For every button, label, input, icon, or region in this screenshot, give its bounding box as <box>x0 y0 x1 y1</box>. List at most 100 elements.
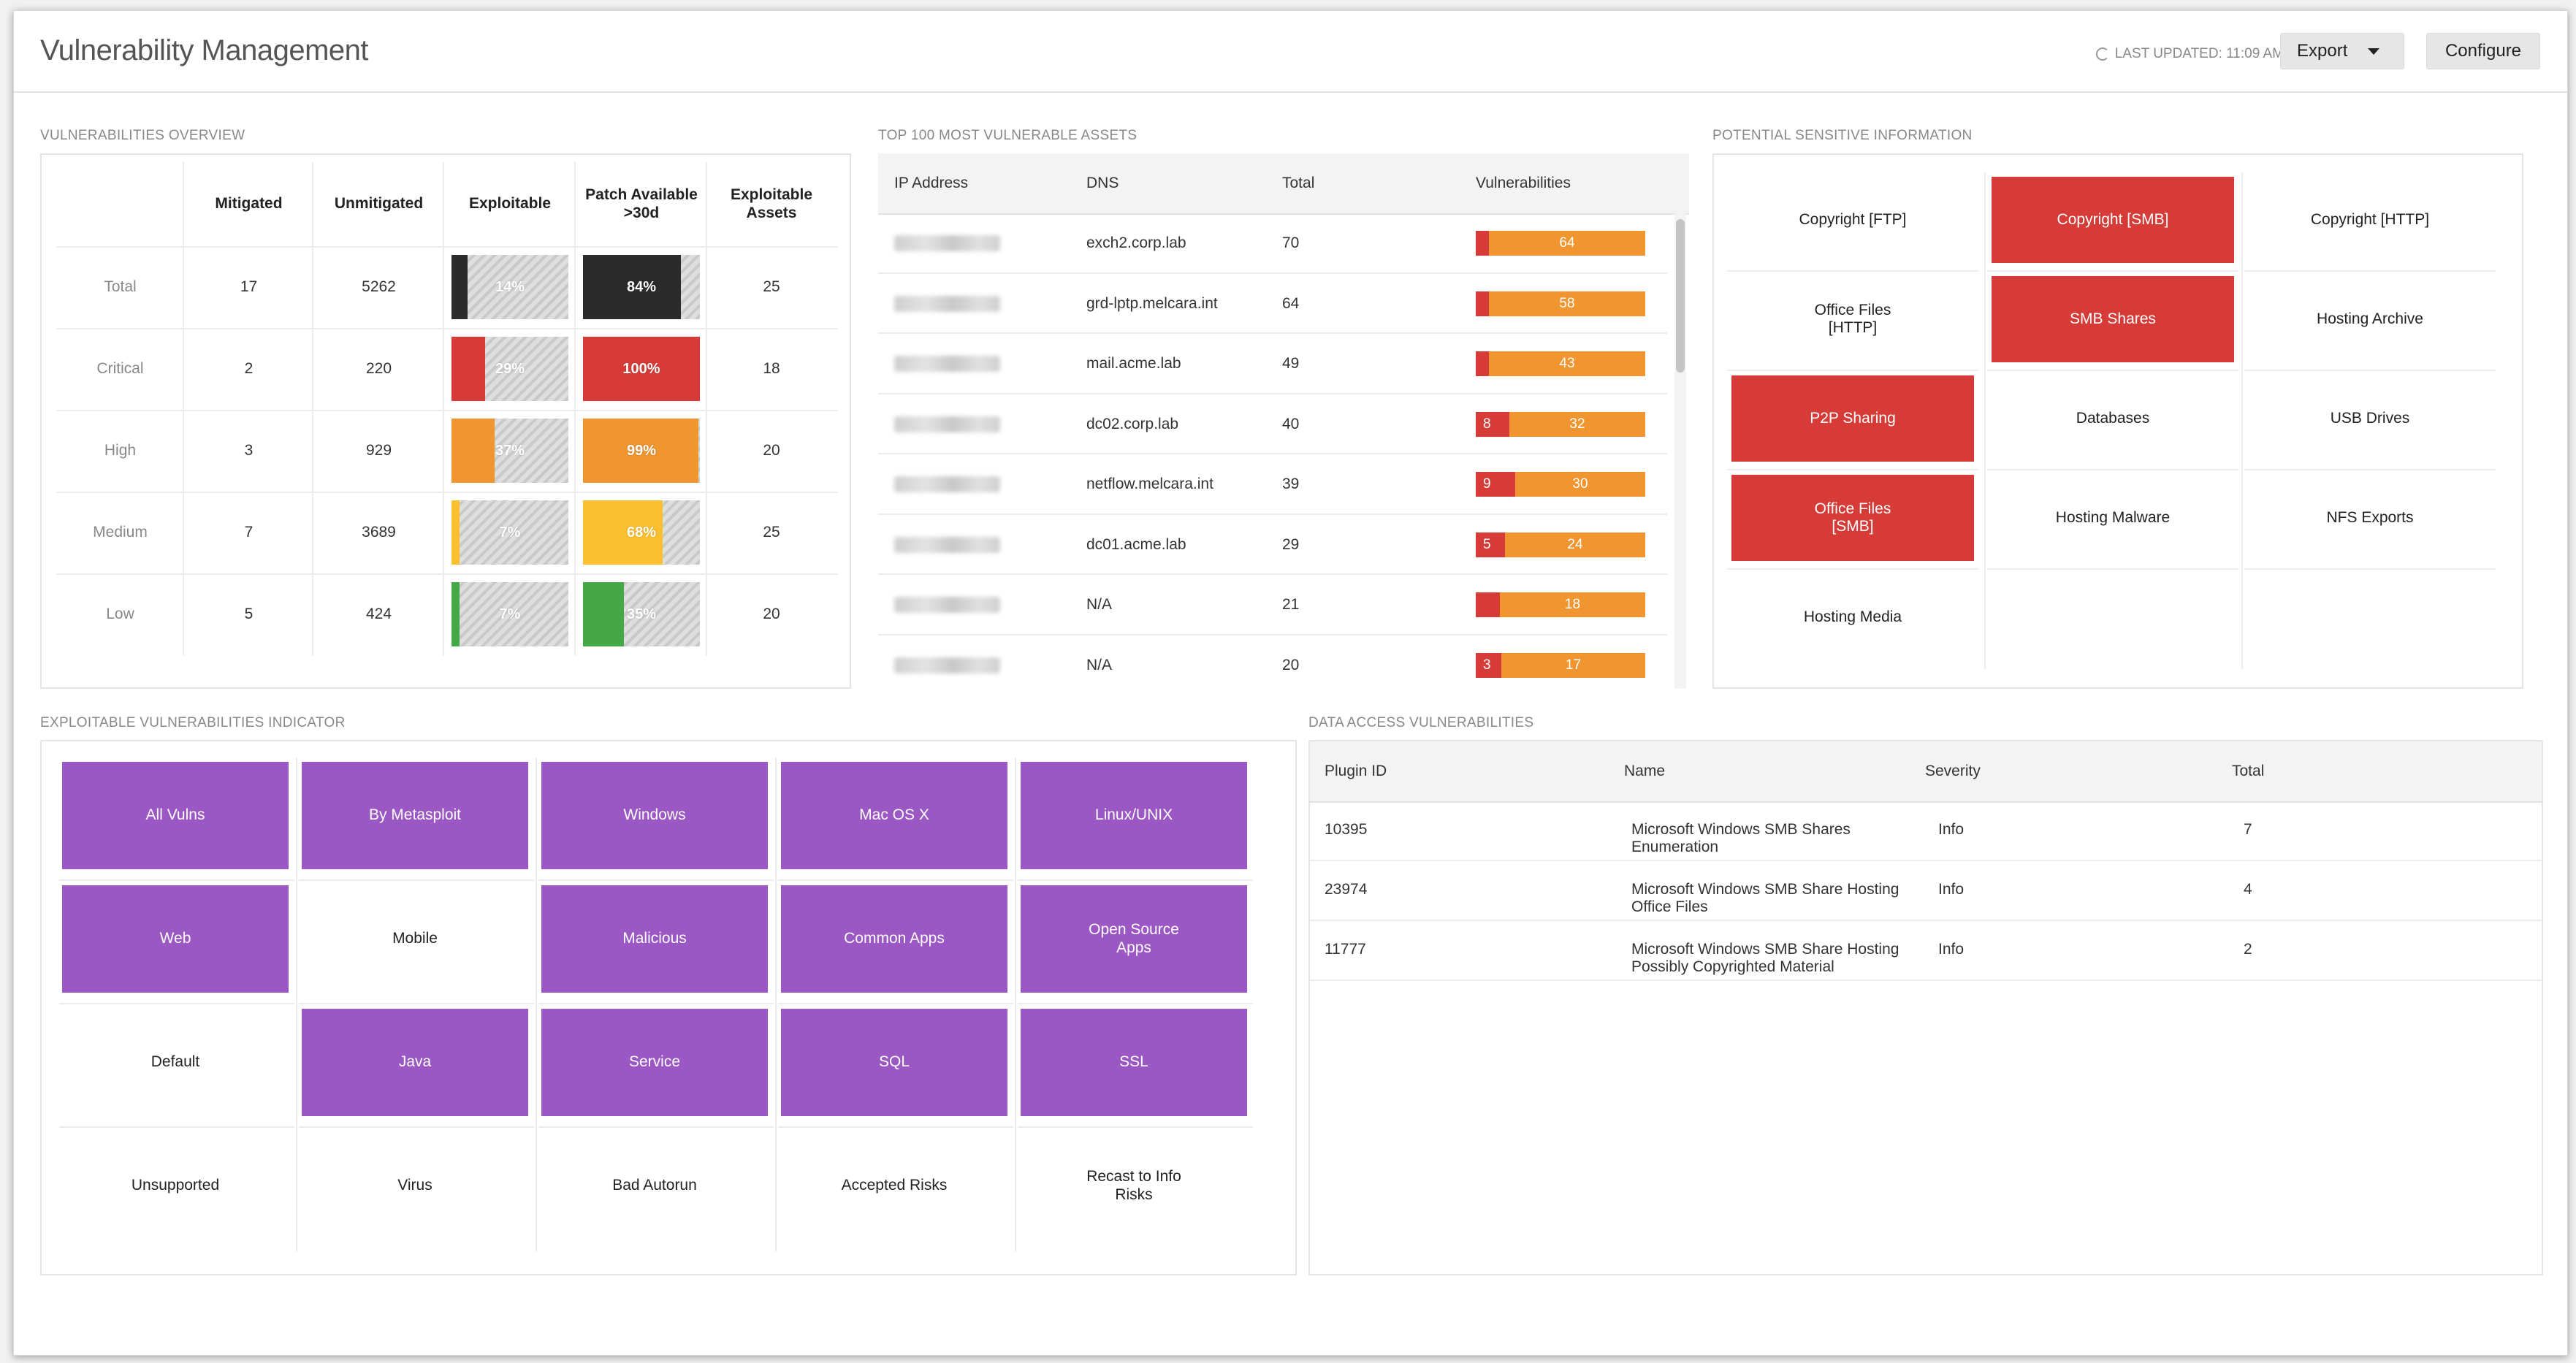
sensitive-tile[interactable]: Office Files [HTTP] <box>1814 301 1891 336</box>
sensitive-tile[interactable]: Databases <box>2076 409 2150 427</box>
tile-divider <box>2244 370 2496 371</box>
table-row[interactable]: dc01.acme.lab 29 5 24 <box>878 515 1667 575</box>
exploit-tile[interactable]: Service <box>541 1009 768 1116</box>
patch-bar[interactable]: 99% <box>583 419 700 483</box>
table-row[interactable]: netflow.melcara.int 39 9 30 <box>878 454 1667 515</box>
exploit-tile[interactable]: Common Apps <box>781 885 1007 993</box>
sensitive-tile[interactable]: Hosting Archive <box>2317 310 2423 327</box>
exploitable-bar[interactable]: 7% <box>451 582 568 646</box>
unmitigated-value: 424 <box>365 606 392 622</box>
table-row[interactable]: dc02.corp.lab 40 8 32 <box>878 394 1667 454</box>
exploit-tile[interactable]: Linux/UNIX <box>1021 762 1247 869</box>
column-divider <box>443 162 444 655</box>
exploit-tile[interactable]: All Vulns <box>62 762 289 869</box>
tile-divider <box>2241 371 2243 470</box>
row-label: Total <box>104 278 137 295</box>
vulnerability-bar[interactable]: 5 24 <box>1476 532 1645 557</box>
sensitive-tile[interactable]: Hosting Media <box>1803 608 1902 625</box>
exploit-tile[interactable]: SQL <box>781 1009 1007 1116</box>
column-header[interactable]: Total <box>2232 763 2265 779</box>
tile-divider <box>1984 172 1986 272</box>
sensitive-tile[interactable]: Hosting Malware <box>2055 508 2171 526</box>
exploit-tile[interactable]: Unsupported <box>131 1177 220 1194</box>
table-row[interactable]: exch2.corp.lab 70 64 <box>878 213 1667 274</box>
configure-button[interactable]: Configure <box>2426 33 2540 69</box>
vulnerability-bar[interactable]: 9 30 <box>1476 472 1645 497</box>
sensitive-tile[interactable]: USB Drives <box>2330 409 2410 427</box>
refresh-icon[interactable] <box>2095 47 2109 61</box>
patch-bar[interactable]: 84% <box>583 255 700 319</box>
exploit-tile[interactable]: Recast to Info Risks <box>1086 1168 1181 1203</box>
sensitive-tile[interactable]: Copyright [HTTP] <box>2310 210 2430 228</box>
exploit-tile[interactable]: Malicious <box>541 885 768 993</box>
plugin-id: 11777 <box>1325 941 1366 958</box>
scrollbar[interactable] <box>1674 213 1686 689</box>
exploit-tile[interactable]: By Metasploit <box>302 762 528 869</box>
exploitable-bar[interactable]: 14% <box>451 255 568 319</box>
column-header[interactable]: Plugin ID <box>1325 763 1387 779</box>
critical-segment <box>1476 592 1500 618</box>
exploit-tile[interactable]: Accepted Risks <box>841 1177 948 1194</box>
sensitive-tile[interactable]: Copyright [SMB] <box>1992 177 2234 263</box>
ip-address-redacted <box>894 476 1000 493</box>
vulnerability-bar[interactable]: 3 17 <box>1476 652 1645 678</box>
patch-bar[interactable]: 68% <box>583 500 700 565</box>
table-row[interactable]: grd-lptp.melcara.int 64 58 <box>878 274 1667 334</box>
exploit-tile[interactable]: Java <box>302 1009 528 1116</box>
exploit-tile[interactable]: Default <box>150 1053 200 1071</box>
column-header[interactable]: Name <box>1624 763 1666 779</box>
vulnerability-bar[interactable]: 8 32 <box>1476 411 1645 437</box>
sensitive-tile[interactable]: NFS Exports <box>2326 508 2414 526</box>
exploitable-percent: 29% <box>495 360 525 377</box>
vulnerability-bar[interactable]: 43 <box>1476 351 1645 377</box>
scrollbar-thumb[interactable] <box>1676 219 1685 373</box>
exploit-tile[interactable]: Virus <box>397 1177 432 1194</box>
total-count: 7 <box>2244 821 2252 838</box>
exploit-tile[interactable]: Open Source Apps <box>1021 885 1247 993</box>
unmitigated-value: 220 <box>365 360 392 377</box>
exploit-tile[interactable]: Web <box>62 885 289 993</box>
vulnerability-bar[interactable]: 58 <box>1476 291 1645 316</box>
column-header: Mitigated <box>215 195 283 213</box>
column-header[interactable]: Vulnerabilities <box>1476 175 1571 191</box>
exploit-tile[interactable]: Mac OS X <box>781 762 1007 869</box>
sensitive-tile[interactable]: Copyright [FTP] <box>1799 210 1907 228</box>
column-header[interactable]: IP Address <box>894 175 969 191</box>
exploit-tile[interactable]: Windows <box>541 762 768 869</box>
table-row[interactable]: N/A 20 3 17 <box>878 635 1667 690</box>
exploitable-bar[interactable]: 37% <box>451 419 568 483</box>
table-row[interactable]: 10395 Microsoft Windows SMB Shares Enumer… <box>1310 801 2542 861</box>
column-header[interactable]: Severity <box>1925 763 1981 779</box>
mitigated-value: 5 <box>244 606 254 622</box>
exploit-tile[interactable]: SSL <box>1021 1009 1247 1116</box>
sensitive-tile[interactable]: Office Files [SMB] <box>1731 475 1974 561</box>
tile-divider <box>59 1126 294 1128</box>
column-header[interactable]: DNS <box>1086 175 1119 191</box>
mitigated-value: 17 <box>240 278 258 295</box>
exploit-tile[interactable]: Mobile <box>392 930 438 947</box>
patch-bar[interactable]: 35% <box>583 582 700 646</box>
vulnerability-bar[interactable]: 64 <box>1476 231 1645 256</box>
export-button[interactable]: Export <box>2280 33 2404 69</box>
tile-divider <box>538 879 774 881</box>
ip-address-redacted <box>894 597 1000 614</box>
tile-divider <box>1984 272 1986 371</box>
exploit-tile[interactable]: Bad Autorun <box>612 1177 697 1194</box>
patch-bar[interactable]: 100% <box>583 337 700 401</box>
table-row[interactable]: 23974 Microsoft Windows SMB Share Hosting… <box>1310 861 2542 921</box>
table-row[interactable]: mail.acme.lab 49 43 <box>878 334 1667 394</box>
ip-address-redacted <box>894 657 1000 673</box>
tile-divider <box>2241 570 2243 669</box>
column-divider <box>312 162 313 655</box>
column-header[interactable]: Total <box>1282 175 1315 191</box>
high-segment: 64 <box>1489 231 1645 256</box>
table-row[interactable]: 11777 Microsoft Windows SMB Share Hosting… <box>1310 921 2542 981</box>
tile-divider <box>2244 469 2496 470</box>
sensitive-tile[interactable]: P2P Sharing <box>1731 375 1974 462</box>
exploitable-bar[interactable]: 7% <box>451 500 568 565</box>
table-row[interactable]: N/A 21 18 <box>878 575 1667 635</box>
sensitive-tile[interactable]: SMB Shares <box>1992 276 2234 362</box>
vulnerability-bar[interactable]: 18 <box>1476 592 1645 618</box>
data-access-panel: Plugin ID Name Severity Total 10395 Microsoft… <box>1308 740 2543 1275</box>
exploitable-bar[interactable]: 29% <box>451 337 568 401</box>
